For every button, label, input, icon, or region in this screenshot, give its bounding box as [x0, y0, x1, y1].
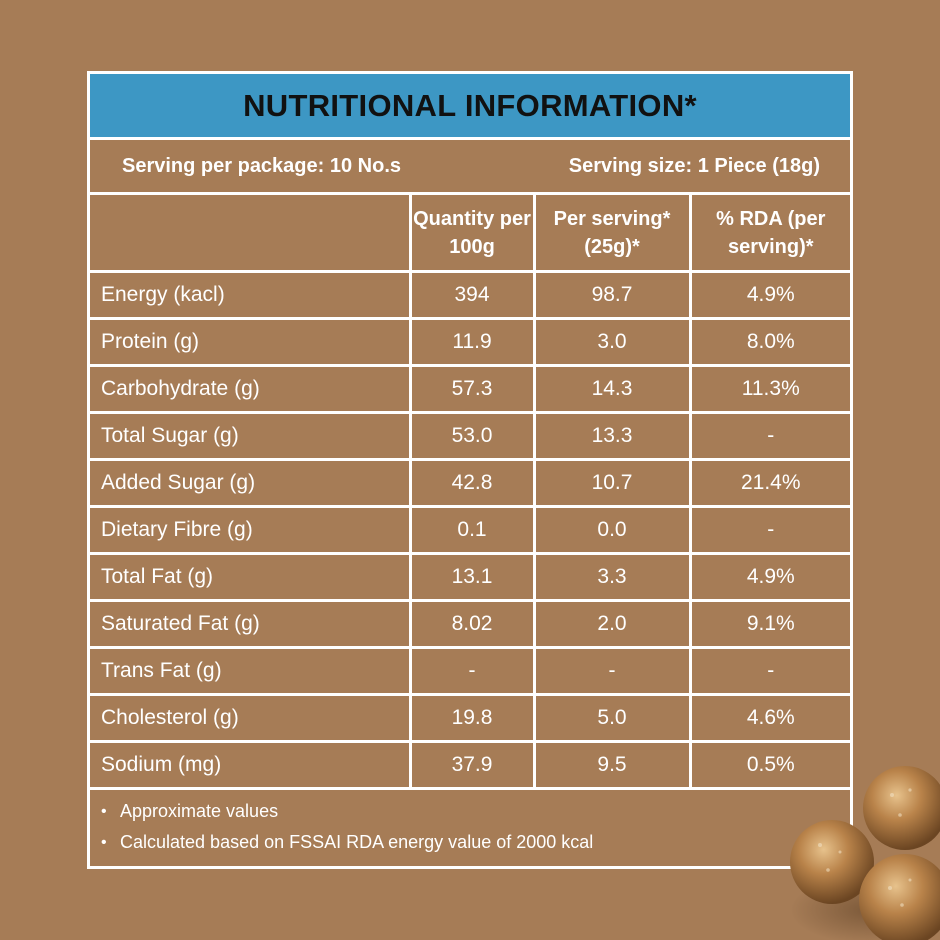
table-row: Total Fat (g) 13.1 3.3 4.9%	[90, 552, 850, 602]
table-row: Cholesterol (g) 19.8 5.0 4.6%	[90, 693, 850, 743]
panel-title: NUTRITIONAL INFORMATION*	[90, 74, 850, 140]
table-row: Sodium (mg) 37.9 9.5 0.5%	[90, 740, 850, 790]
nutrient-name: Total Fat (g)	[90, 552, 412, 602]
column-header-rda: % RDA (per serving)*	[688, 195, 850, 273]
quantity-per-100g: 11.9	[408, 317, 536, 367]
column-header-nutrient	[90, 195, 412, 273]
table-row: Total Sugar (g) 53.0 13.3-	[90, 411, 850, 461]
quantity-per-100g: 13.1	[408, 552, 536, 602]
per-serving-value: 3.3	[532, 552, 692, 602]
table-row: Dietary Fibre (g) 0.1 0.0-	[90, 505, 850, 555]
footnote-list: Approximate values Calculated based on F…	[90, 796, 850, 858]
quantity-per-100g: 42.8	[408, 458, 536, 508]
rda-percent: -	[688, 505, 850, 555]
per-serving-value: 13.3	[532, 411, 692, 461]
quantity-per-100g: 0.1	[408, 505, 536, 555]
rda-percent: -	[688, 411, 850, 461]
table-row: Added Sugar (g) 42.8 10.7 21.4%	[90, 458, 850, 508]
per-serving-value: 2.0	[532, 599, 692, 649]
quantity-per-100g: 8.02	[408, 599, 536, 649]
nutrition-table: Quantity per 100g Per serving* (25g)* % …	[90, 195, 850, 790]
table-row: Trans Fat (g) - - -	[90, 646, 850, 696]
quantity-per-100g: 394	[408, 270, 536, 320]
nutrient-name: Saturated Fat (g)	[90, 599, 412, 649]
nutrient-name: Trans Fat (g)	[90, 646, 412, 696]
rda-percent: 4.9%	[688, 270, 850, 320]
footnote-item: Approximate values	[101, 796, 850, 827]
rda-percent: -	[688, 646, 850, 696]
footnote-item: Calculated based on FSSAI RDA energy val…	[101, 827, 850, 858]
per-serving-value: 9.5	[532, 740, 692, 790]
serving-info: Serving per package: 10 No.s Serving siz…	[90, 140, 850, 195]
serving-size: Serving size: 1 Piece (18g)	[568, 155, 820, 177]
quantity-per-100g: 53.0	[408, 411, 536, 461]
nutrient-name: Added Sugar (g)	[90, 458, 412, 508]
rda-percent: 0.5%	[688, 740, 850, 790]
quantity-per-100g: 19.8	[408, 693, 536, 743]
nutrient-name: Carbohydrate (g)	[90, 364, 412, 414]
per-serving-value: 98.7	[532, 270, 692, 320]
per-serving-value: 10.7	[532, 458, 692, 508]
nutrient-name: Cholesterol (g)	[90, 693, 412, 743]
table-row: Carbohydrate (g) 57.3 14.3 11.3%	[90, 364, 850, 414]
footnotes: Approximate values Calculated based on F…	[90, 796, 850, 858]
quantity-per-100g: 57.3	[408, 364, 536, 414]
rda-percent: 8.0%	[688, 317, 850, 367]
rda-percent: 4.9%	[688, 552, 850, 602]
nutrition-panel: NUTRITIONAL INFORMATION* Serving per pac…	[87, 71, 853, 869]
nutrient-name: Energy (kacl)	[90, 270, 412, 320]
per-serving-value: -	[532, 646, 692, 696]
quantity-per-100g: 37.9	[408, 740, 536, 790]
column-header-per-serving: Per serving* (25g)*	[532, 195, 692, 273]
laddoo-sweets-image	[790, 766, 940, 940]
per-serving-value: 5.0	[532, 693, 692, 743]
table-body: Energy (kacl) 394 98.7 4.9% Protein (g) 11.9 3…	[90, 270, 850, 790]
rda-percent: 4.6%	[688, 693, 850, 743]
rda-percent: 11.3%	[688, 364, 850, 414]
nutrient-name: Total Sugar (g)	[90, 411, 412, 461]
column-header-per-100g: Quantity per 100g	[408, 195, 536, 273]
table-row: Saturated Fat (g) 8.02 2.0 9.1%	[90, 599, 850, 649]
rda-percent: 9.1%	[688, 599, 850, 649]
table-row: Protein (g) 11.9 3.0 8.0%	[90, 317, 850, 367]
quantity-per-100g: -	[408, 646, 536, 696]
table-header-row: Quantity per 100g Per serving* (25g)* % …	[90, 195, 850, 273]
per-serving-value: 14.3	[532, 364, 692, 414]
serving-per-package: Serving per package: 10 No.s	[122, 155, 402, 177]
per-serving-value: 3.0	[532, 317, 692, 367]
rda-percent: 21.4%	[688, 458, 850, 508]
per-serving-value: 0.0	[532, 505, 692, 555]
table-row: Energy (kacl) 394 98.7 4.9%	[90, 270, 850, 320]
nutrient-name: Protein (g)	[90, 317, 412, 367]
nutrient-name: Sodium (mg)	[90, 740, 412, 790]
nutrient-name: Dietary Fibre (g)	[90, 505, 412, 555]
